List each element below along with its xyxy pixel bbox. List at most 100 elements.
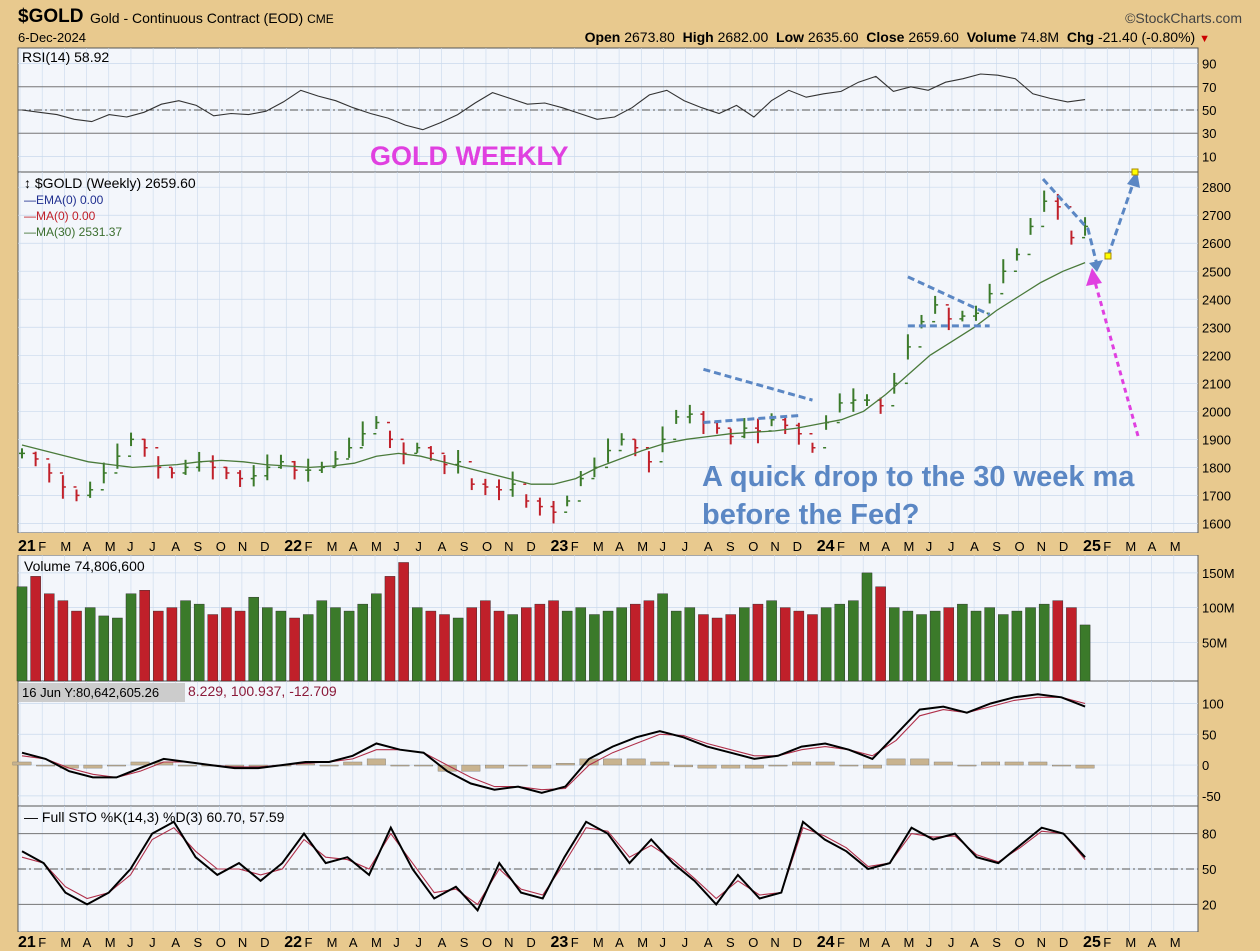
volume-bar bbox=[398, 562, 409, 682]
tick-label-x: D bbox=[526, 539, 535, 554]
down-arrow-icon: ▼ bbox=[1199, 33, 1210, 45]
volume-bar bbox=[848, 600, 859, 682]
tick-label-x: F bbox=[1103, 539, 1111, 554]
volume-bar bbox=[684, 607, 696, 682]
tick-label-x: D bbox=[793, 935, 802, 950]
tick-label-y: 100M bbox=[1202, 601, 1235, 616]
volume-bar bbox=[943, 607, 955, 682]
macd-histogram-bar bbox=[177, 764, 197, 767]
volume-bar bbox=[112, 617, 123, 682]
tick-label-x: M bbox=[1170, 935, 1181, 950]
tick-label-x: S bbox=[726, 539, 735, 554]
tick-label-x: F bbox=[1103, 935, 1111, 950]
macd-histogram-bar bbox=[1004, 761, 1024, 766]
tick-label-y: 1800 bbox=[1202, 460, 1231, 475]
tick-label-y: 2400 bbox=[1202, 292, 1231, 307]
tick-label-x: M bbox=[1125, 935, 1136, 950]
tick-label-y: 10 bbox=[1202, 149, 1216, 164]
volume-bar bbox=[589, 614, 600, 682]
macd-histogram-bar bbox=[744, 764, 764, 769]
tick-label-x: F bbox=[837, 935, 845, 950]
tick-label-x: M bbox=[637, 935, 648, 950]
volume-bar bbox=[411, 607, 423, 682]
volume-bar bbox=[1025, 607, 1036, 682]
volume-bar bbox=[316, 600, 328, 682]
tick-label-x: N bbox=[770, 539, 779, 554]
tick-label-x: O bbox=[482, 539, 492, 554]
macd-histogram-bar bbox=[650, 761, 670, 766]
tick-label-x: M bbox=[904, 935, 915, 950]
tick-label-x: D bbox=[526, 935, 535, 950]
volume-bar bbox=[234, 610, 246, 682]
volume-bar bbox=[139, 590, 150, 682]
volume-bar bbox=[180, 600, 191, 682]
tick-label-x: J bbox=[127, 935, 133, 950]
volume-bar bbox=[725, 614, 736, 682]
volume-bar bbox=[793, 610, 805, 682]
tick-label-y: 2300 bbox=[1202, 320, 1231, 335]
tick-label-x: D bbox=[1059, 539, 1068, 554]
volume-bar bbox=[84, 607, 96, 682]
instrument-name: Gold - Continuous Contract (EOD) CME bbox=[90, 10, 334, 26]
tick-label-y: 70 bbox=[1202, 80, 1216, 95]
macd-title: 8.229, 100.937, -12.709 bbox=[188, 683, 337, 699]
tick-label-x: D bbox=[1059, 935, 1068, 950]
volume-bar bbox=[98, 615, 110, 682]
tick-label-x: O bbox=[482, 935, 492, 950]
volume-bar bbox=[153, 610, 164, 682]
macd-histogram-bar bbox=[768, 764, 788, 767]
tick-label-x: J bbox=[948, 539, 955, 554]
macd-histogram-bar bbox=[957, 764, 977, 767]
tick-label-x: 24 bbox=[817, 934, 835, 951]
macd-histogram-bar bbox=[839, 764, 859, 767]
symbol-title: $GOLD bbox=[18, 6, 84, 27]
macd-histogram-bar bbox=[981, 761, 1001, 766]
tick-label-x: S bbox=[726, 935, 735, 950]
tick-label-x: N bbox=[504, 539, 513, 554]
volume-bar bbox=[384, 576, 396, 682]
magenta-arrow-head bbox=[1086, 268, 1102, 286]
tick-label-y: 1900 bbox=[1202, 432, 1231, 447]
volume-bar bbox=[207, 614, 219, 682]
volume-bar bbox=[616, 607, 627, 682]
volume-bar bbox=[439, 614, 450, 682]
tick-label-x: J bbox=[149, 539, 156, 554]
tick-label-y: 2200 bbox=[1202, 348, 1231, 363]
tick-label-x: M bbox=[593, 935, 604, 950]
tick-label-y: 2700 bbox=[1202, 208, 1231, 223]
volume-bar bbox=[820, 607, 832, 682]
tick-label-x: A bbox=[704, 935, 713, 950]
chart-date: 6-Dec-2024 bbox=[18, 30, 86, 45]
tick-label-x: O bbox=[216, 935, 226, 950]
volume-bar bbox=[739, 607, 750, 682]
volume-bar bbox=[752, 603, 764, 682]
volume-bar bbox=[30, 576, 41, 682]
tick-label-x: F bbox=[304, 935, 312, 950]
tick-label-x: A bbox=[83, 935, 92, 950]
macd-line bbox=[21, 693, 1086, 794]
volume-bar bbox=[657, 593, 668, 682]
sto-k-line bbox=[21, 820, 1086, 913]
tick-label-x: J bbox=[682, 539, 689, 554]
macd-histogram-bar bbox=[886, 758, 906, 766]
volume-bar bbox=[1038, 603, 1050, 682]
volume-bar bbox=[807, 614, 818, 682]
macd-histogram-bar bbox=[414, 764, 434, 767]
tick-label-x: F bbox=[304, 539, 312, 554]
tick-label-x: O bbox=[748, 539, 758, 554]
volume-bar bbox=[630, 603, 641, 682]
macd-histogram-bar bbox=[12, 761, 32, 766]
tick-label-x: N bbox=[1037, 539, 1046, 554]
volume-bar bbox=[521, 607, 532, 682]
tick-label-x: A bbox=[438, 539, 447, 554]
tick-label-x: A bbox=[615, 935, 624, 950]
volume-bar bbox=[507, 614, 518, 682]
tick-label-x: O bbox=[748, 935, 758, 950]
macd-histogram-bar bbox=[910, 758, 930, 766]
tick-label-x: A bbox=[881, 935, 890, 950]
macd-histogram-bar bbox=[461, 764, 481, 772]
volume-bar bbox=[889, 607, 900, 682]
volume-bar bbox=[916, 614, 927, 682]
tick-label-y: 50M bbox=[1202, 635, 1227, 650]
tick-label-y: -50 bbox=[1202, 789, 1221, 804]
